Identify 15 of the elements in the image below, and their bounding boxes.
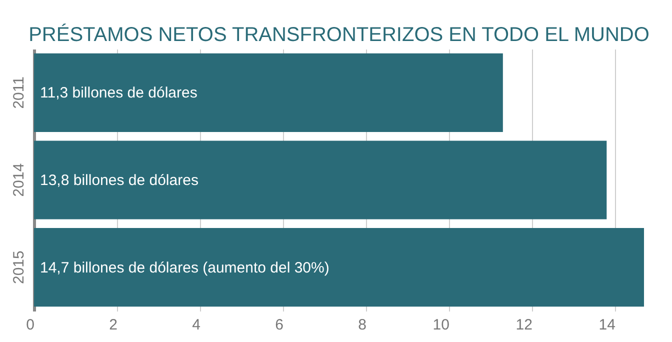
y-tick-label: 2014 xyxy=(10,163,28,197)
x-tick-label: 10 xyxy=(432,316,450,334)
x-tick-label: 6 xyxy=(275,316,284,334)
data-label: 13,8 billones de dólares xyxy=(40,172,198,189)
x-tick-label: 2 xyxy=(109,316,118,334)
data-label: 14,7 billones de dólares (aumento del 30%) xyxy=(40,259,330,276)
data-label: 11,3 billones de dólares xyxy=(40,84,198,102)
x-tick-label: 0 xyxy=(26,316,34,334)
y-tick-label: 2015 xyxy=(10,250,28,284)
x-tick-label: 14 xyxy=(598,316,616,334)
chart-title: PRÉSTAMOS NETOS TRANSFRONTERIZOS EN TODO EL MUNDO xyxy=(28,23,650,46)
x-tick-label: 8 xyxy=(358,316,366,334)
y-tick-label: 2011 xyxy=(10,76,28,109)
x-tick-label: 4 xyxy=(192,316,200,334)
x-tick-label: 12 xyxy=(516,316,532,334)
